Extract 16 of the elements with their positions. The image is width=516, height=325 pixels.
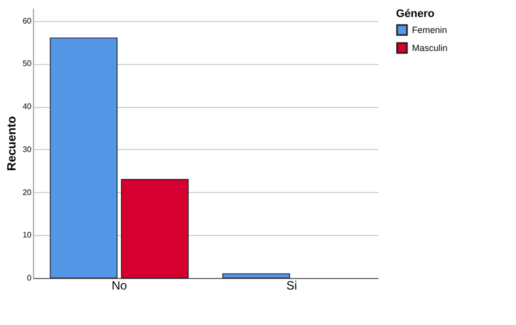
x-tick-label: Si [286,278,298,292]
bar [120,179,189,278]
y-tick-label: 50 [22,59,32,68]
y-tick-label: 60 [22,16,32,26]
bar [50,38,118,278]
bar [222,273,290,278]
y-tick-label: 0 [27,274,32,282]
y-axis-title: Recuento [4,116,19,171]
legend-title: Género [396,8,435,20]
legend-label: Femenin [412,25,448,35]
y-tick-label: 30 [22,144,32,154]
x-tick-label: No [112,278,128,292]
y-tick-label: 20 [22,188,32,197]
y-tick-label: 40 [22,102,32,112]
legend-label: Masculin [412,43,448,53]
y-tick-label: 10 [22,230,32,240]
